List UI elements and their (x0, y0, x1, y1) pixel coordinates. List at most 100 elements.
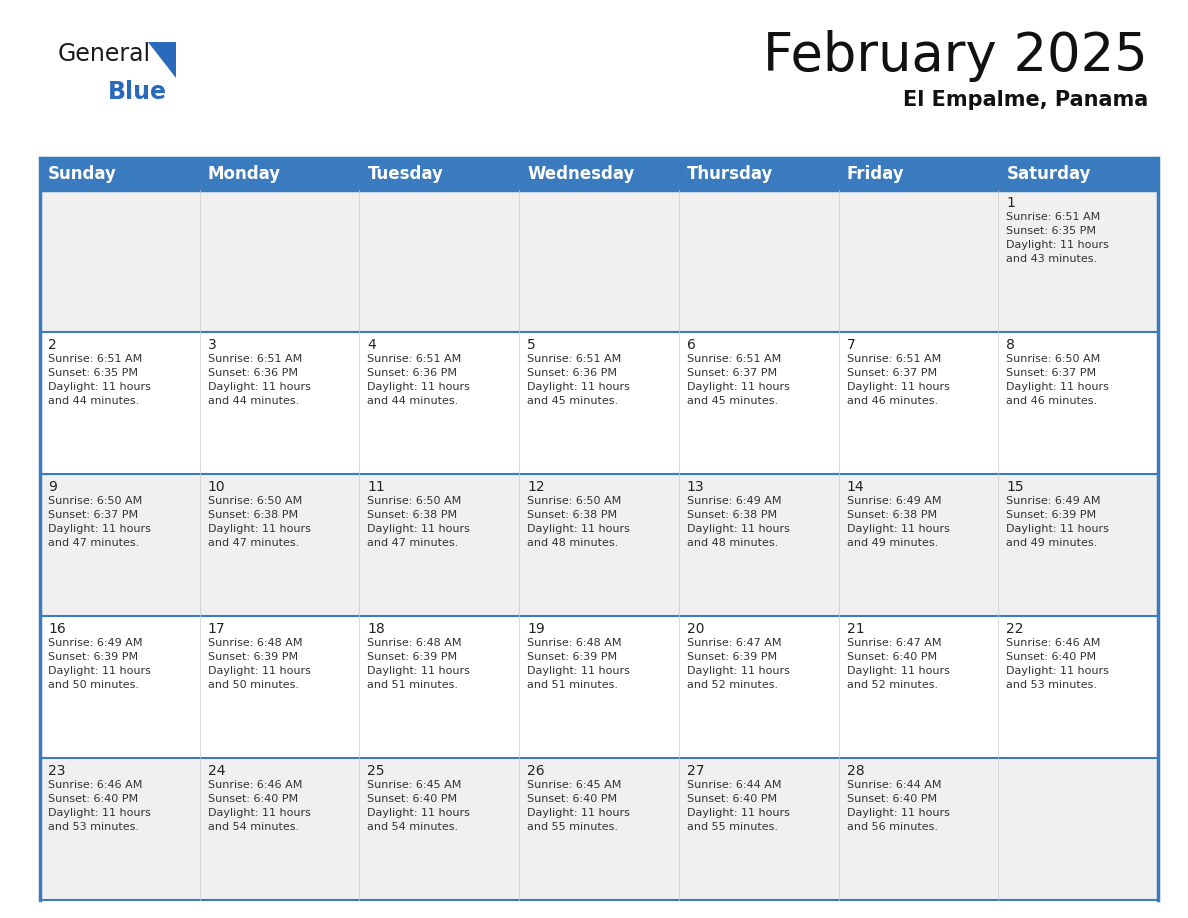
Text: 17: 17 (208, 622, 226, 636)
Bar (839, 190, 998, 332)
Bar (678, 190, 839, 332)
Text: 21: 21 (847, 622, 864, 636)
Text: Sunday: Sunday (48, 165, 116, 183)
Text: Sunrise: 6:46 AM: Sunrise: 6:46 AM (208, 780, 302, 790)
Text: Daylight: 11 hours: Daylight: 11 hours (48, 666, 151, 676)
Bar (519, 190, 678, 332)
Text: Sunset: 6:40 PM: Sunset: 6:40 PM (1006, 652, 1097, 662)
Text: and 45 minutes.: and 45 minutes. (527, 396, 618, 406)
Bar (40, 758, 200, 900)
Text: and 52 minutes.: and 52 minutes. (687, 680, 778, 690)
Text: General: General (58, 42, 151, 66)
Text: 28: 28 (847, 764, 864, 778)
Text: Daylight: 11 hours: Daylight: 11 hours (367, 808, 470, 818)
Text: Sunset: 6:35 PM: Sunset: 6:35 PM (48, 368, 138, 378)
Text: Daylight: 11 hours: Daylight: 11 hours (208, 666, 310, 676)
Text: Daylight: 11 hours: Daylight: 11 hours (527, 808, 630, 818)
Bar (998, 474, 1158, 616)
Text: Wednesday: Wednesday (527, 165, 634, 183)
Text: Daylight: 11 hours: Daylight: 11 hours (847, 666, 949, 676)
Text: Sunrise: 6:44 AM: Sunrise: 6:44 AM (687, 780, 782, 790)
Text: El Empalme, Panama: El Empalme, Panama (903, 90, 1148, 110)
Text: and 54 minutes.: and 54 minutes. (367, 822, 459, 832)
Text: Sunrise: 6:51 AM: Sunrise: 6:51 AM (527, 354, 621, 364)
Bar (998, 158, 1158, 190)
Text: Sunset: 6:38 PM: Sunset: 6:38 PM (527, 510, 618, 520)
Text: Sunrise: 6:50 AM: Sunrise: 6:50 AM (48, 496, 143, 506)
Text: and 47 minutes.: and 47 minutes. (48, 538, 139, 548)
Text: 13: 13 (687, 480, 704, 494)
Text: 6: 6 (687, 338, 696, 352)
Text: Sunset: 6:37 PM: Sunset: 6:37 PM (847, 368, 936, 378)
Text: 19: 19 (527, 622, 545, 636)
Text: Daylight: 11 hours: Daylight: 11 hours (367, 666, 470, 676)
Bar (839, 616, 998, 758)
Text: Daylight: 11 hours: Daylight: 11 hours (1006, 240, 1110, 250)
Text: Sunset: 6:39 PM: Sunset: 6:39 PM (208, 652, 298, 662)
Text: Sunset: 6:40 PM: Sunset: 6:40 PM (208, 794, 298, 804)
Text: Sunset: 6:37 PM: Sunset: 6:37 PM (48, 510, 138, 520)
Bar (678, 158, 839, 190)
Text: Sunrise: 6:44 AM: Sunrise: 6:44 AM (847, 780, 941, 790)
Bar (678, 474, 839, 616)
Text: and 51 minutes.: and 51 minutes. (367, 680, 459, 690)
Text: Daylight: 11 hours: Daylight: 11 hours (208, 524, 310, 534)
Bar (519, 158, 678, 190)
Text: 25: 25 (367, 764, 385, 778)
Text: and 50 minutes.: and 50 minutes. (208, 680, 298, 690)
Text: Daylight: 11 hours: Daylight: 11 hours (687, 382, 790, 392)
Text: Sunrise: 6:50 AM: Sunrise: 6:50 AM (367, 496, 462, 506)
Text: Sunset: 6:39 PM: Sunset: 6:39 PM (367, 652, 457, 662)
Bar (360, 474, 519, 616)
Text: 11: 11 (367, 480, 385, 494)
Text: and 48 minutes.: and 48 minutes. (687, 538, 778, 548)
Text: Sunrise: 6:47 AM: Sunrise: 6:47 AM (687, 638, 782, 648)
Bar (998, 190, 1158, 332)
Text: Sunset: 6:40 PM: Sunset: 6:40 PM (847, 652, 936, 662)
Text: Sunrise: 6:51 AM: Sunrise: 6:51 AM (847, 354, 941, 364)
Text: Sunset: 6:40 PM: Sunset: 6:40 PM (687, 794, 777, 804)
Text: 1: 1 (1006, 196, 1016, 210)
Text: 3: 3 (208, 338, 216, 352)
Text: Sunrise: 6:48 AM: Sunrise: 6:48 AM (527, 638, 621, 648)
Bar (200, 758, 360, 900)
Text: and 46 minutes.: and 46 minutes. (1006, 396, 1098, 406)
Text: 16: 16 (48, 622, 65, 636)
Text: and 44 minutes.: and 44 minutes. (367, 396, 459, 406)
Text: 18: 18 (367, 622, 385, 636)
Text: Sunrise: 6:48 AM: Sunrise: 6:48 AM (367, 638, 462, 648)
Text: Sunset: 6:38 PM: Sunset: 6:38 PM (367, 510, 457, 520)
Text: Daylight: 11 hours: Daylight: 11 hours (208, 382, 310, 392)
Text: Sunset: 6:35 PM: Sunset: 6:35 PM (1006, 226, 1097, 236)
Text: and 53 minutes.: and 53 minutes. (48, 822, 139, 832)
Text: Sunrise: 6:45 AM: Sunrise: 6:45 AM (527, 780, 621, 790)
Bar (40, 616, 200, 758)
Text: and 56 minutes.: and 56 minutes. (847, 822, 937, 832)
Text: Daylight: 11 hours: Daylight: 11 hours (847, 524, 949, 534)
Text: Sunrise: 6:49 AM: Sunrise: 6:49 AM (1006, 496, 1101, 506)
Text: Sunset: 6:39 PM: Sunset: 6:39 PM (527, 652, 618, 662)
Text: Sunset: 6:40 PM: Sunset: 6:40 PM (847, 794, 936, 804)
Text: 15: 15 (1006, 480, 1024, 494)
Text: Daylight: 11 hours: Daylight: 11 hours (527, 666, 630, 676)
Bar (40, 158, 200, 190)
Text: Sunset: 6:39 PM: Sunset: 6:39 PM (48, 652, 138, 662)
Text: Sunrise: 6:51 AM: Sunrise: 6:51 AM (1006, 212, 1100, 222)
Bar (998, 332, 1158, 474)
Text: Sunset: 6:39 PM: Sunset: 6:39 PM (1006, 510, 1097, 520)
Text: and 52 minutes.: and 52 minutes. (847, 680, 937, 690)
Bar (40, 474, 200, 616)
Bar (839, 158, 998, 190)
Text: Daylight: 11 hours: Daylight: 11 hours (847, 382, 949, 392)
Text: Daylight: 11 hours: Daylight: 11 hours (847, 808, 949, 818)
Text: 5: 5 (527, 338, 536, 352)
Bar (839, 758, 998, 900)
Text: Sunset: 6:39 PM: Sunset: 6:39 PM (687, 652, 777, 662)
Text: 12: 12 (527, 480, 545, 494)
Text: Tuesday: Tuesday (367, 165, 443, 183)
Text: Sunset: 6:40 PM: Sunset: 6:40 PM (527, 794, 618, 804)
Bar (200, 474, 360, 616)
Text: and 47 minutes.: and 47 minutes. (367, 538, 459, 548)
Text: Sunset: 6:36 PM: Sunset: 6:36 PM (527, 368, 617, 378)
Text: Sunrise: 6:45 AM: Sunrise: 6:45 AM (367, 780, 462, 790)
